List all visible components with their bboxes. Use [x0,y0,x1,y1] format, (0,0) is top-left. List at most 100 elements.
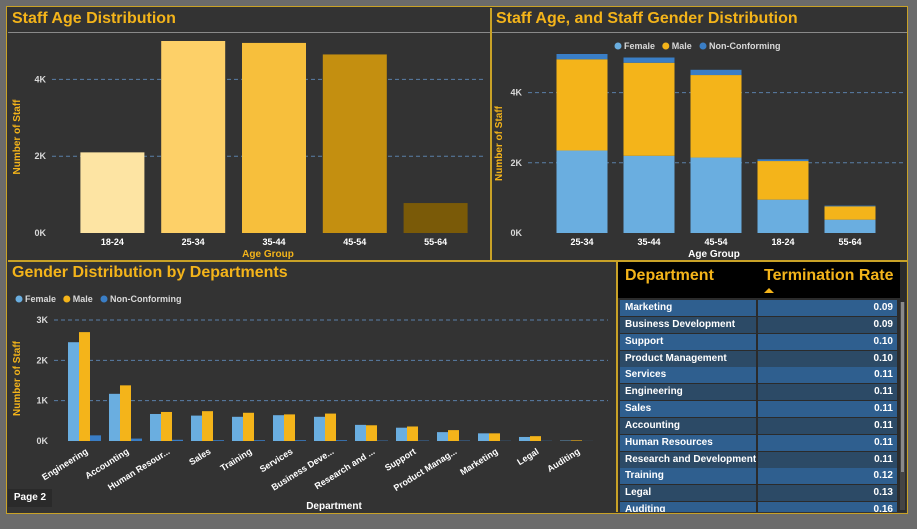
table-cell-department: Services [620,367,756,384]
age-dist-bar [242,42,306,233]
age-dist-ytick-label: 4K [34,74,46,84]
gender-dept-bar [396,427,407,441]
gender-dept-bar [150,413,161,441]
age-gender-bar-segment [690,69,742,76]
table-header-department[interactable]: Department [625,267,714,284]
table-cell-department: Auditing [620,502,756,512]
gender-dept-legend-label: Non-Conforming [110,294,181,304]
table-cell-department: Accounting [620,417,756,434]
age-dist-bar [80,152,145,233]
table-row[interactable]: Human Resources 0.11 [620,434,897,451]
table-row[interactable]: Legal 0.13 [620,485,897,502]
gender-dept-chart: 0K 1K 2K 3K Number of Staff Female Male Non-Con… [12,294,608,512]
gender-dept-xtick-label: Sales [187,446,212,467]
gender-dept-bar [243,412,254,441]
gender-dept-bar [232,416,243,441]
table-row[interactable]: Business Development 0.09 [620,316,897,333]
sort-ascending-icon[interactable] [764,288,774,293]
gender-dept-xtick-label: Auditing [545,446,581,474]
gender-dept-legend-marker [63,295,71,303]
table-cell-termination-rate: 0.11 [758,367,897,384]
gender-dept-xtick-label: Training [219,446,254,473]
table-row[interactable]: Auditing 0.16 [620,502,897,512]
table-row[interactable]: Marketing 0.09 [620,300,897,316]
gender-dept-bar [448,430,459,441]
table-row[interactable]: Accounting 0.11 [620,417,897,434]
table-cell-termination-rate: 0.09 [758,300,897,316]
gender-dept-bar [325,413,336,441]
age-gender-bar-segment [824,219,876,233]
table-row[interactable]: Sales 0.11 [620,401,897,418]
table-cell-termination-rate: 0.12 [758,468,897,485]
age-gender-panel[interactable]: Staff Age, and Staff Gender Distribution… [492,8,907,260]
gender-dept-bar [366,425,377,441]
gender-dept-bar [489,433,500,441]
age-gender-ylabel: Number of Staff [494,105,505,181]
table-scrollbar-thumb[interactable] [901,302,904,472]
gender-dept-bar [437,432,448,441]
gender-dept-bar [355,424,366,441]
gender-dept-xtick-label: Support [383,446,418,473]
table-cell-termination-rate: 0.16 [758,502,897,512]
gender-dept-xtick-label: Engineering [40,446,89,482]
age-gender-title-rule [492,32,907,33]
age-gender-bar-segment [556,150,608,233]
age-dist-ytick-label: 2K [34,151,46,161]
gender-dept-bar [131,438,142,441]
age-gender-bar-segment [623,62,675,156]
gender-dept-bar [273,415,284,441]
table-cell-termination-rate: 0.11 [758,451,897,468]
age-gender-ytick-label: 2K [510,158,522,168]
age-dist-panel[interactable]: Staff Age Distribution 0K 2K 4K Number of S… [8,8,490,260]
gender-dept-bar [202,411,213,441]
gender-dept-bar [191,415,202,441]
age-gender-legend-marker [614,42,622,50]
table-cell-department: Support [620,333,756,350]
gender-dept-xtick-label: Services [258,446,295,474]
age-gender-ytick-label: 4K [510,88,522,98]
table-cell-termination-rate: 0.09 [758,316,897,333]
gender-dept-bar [295,440,306,441]
table-row[interactable]: Research and Development 0.11 [620,451,897,468]
gender-dept-ylabel: Number of Staff [12,340,23,416]
gender-dept-bar [90,435,101,441]
age-gender-bar-segment [690,157,742,233]
gender-dept-bar [68,342,79,441]
page-tab[interactable]: Page 2 [8,489,52,507]
panel-divider-vertical-bottom [616,262,618,512]
age-gender-bar-segment [824,206,876,220]
termination-table[interactable]: Department Termination Rate Marketing 0.0… [618,262,906,512]
table-row[interactable]: Engineering 0.11 [620,384,897,401]
age-gender-bar-segment [824,205,876,207]
age-gender-bar-segment [623,155,675,233]
gender-dept-legend-label: Female [25,294,56,304]
panel-divider-vertical-top [490,8,492,260]
table-row[interactable]: Services 0.11 [620,367,897,384]
gender-dept-bar [284,414,295,441]
table-cell-termination-rate: 0.11 [758,417,897,434]
age-dist-xtick-label: 35-44 [262,237,285,247]
gender-dept-xtick-label: Legal [515,446,540,467]
age-gender-xlabel: Age Group [688,249,740,260]
table-row[interactable]: Support 0.10 [620,333,897,350]
table-header-termination-rate[interactable]: Termination Rate [764,267,894,284]
age-dist-ytick-label: 0K [34,228,46,238]
age-gender-bar-segment [556,59,608,151]
gender-dept-bar [407,426,418,441]
table-cell-department: Human Resources [620,434,756,451]
panel-divider-horizontal [8,260,907,262]
gender-dept-title: Gender Distribution by Departments [12,264,288,281]
age-dist-xtick-label: 45-54 [343,237,366,247]
age-gender-xtick-label: 45-54 [704,237,727,247]
table-cell-department: Product Management [620,350,756,367]
gender-dept-legend-marker [100,295,108,303]
age-dist-xtick-label: 18-24 [101,237,124,247]
gender-dept-panel[interactable]: Gender Distribution by Departments 0K 1K 2… [8,262,616,512]
table-row[interactable]: Training 0.12 [620,468,897,485]
table-row[interactable]: Product Management 0.10 [620,350,897,367]
gender-dept-bar [109,393,120,441]
age-gender-title: Staff Age, and Staff Gender Distribution [496,10,798,27]
age-dist-xlabel: Age Group [242,249,294,260]
table-cell-department: Business Development [620,316,756,333]
table-body: Marketing 0.09 Business Development 0.09 Sup… [620,300,897,512]
